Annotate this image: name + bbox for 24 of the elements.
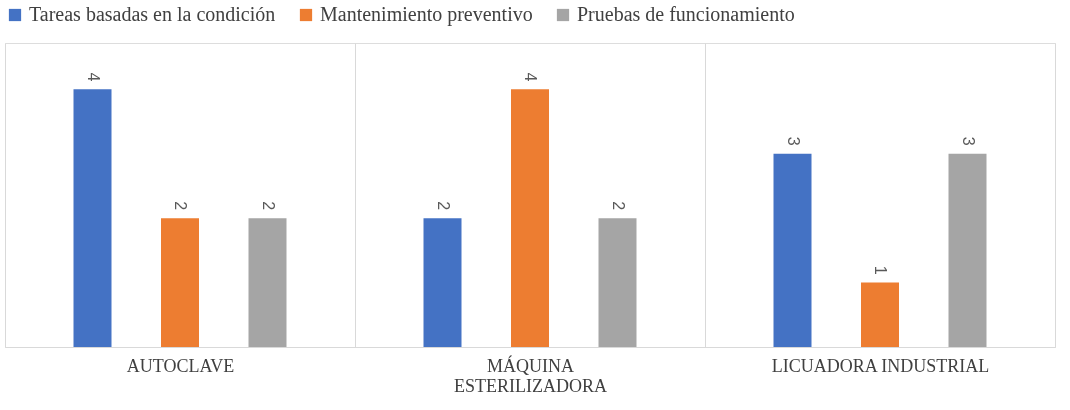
bar	[598, 218, 637, 347]
data-label: 2	[434, 201, 452, 211]
data-label: 4	[84, 72, 102, 82]
legend-label: Mantenimiento preventivo	[320, 3, 533, 26]
bar	[948, 153, 987, 347]
data-label: 2	[609, 201, 627, 211]
bar	[73, 89, 112, 347]
data-label: 2	[172, 201, 189, 211]
bar	[773, 153, 812, 347]
legend-label: Tareas basadas en la condición	[29, 3, 276, 25]
legend-label: Pruebas de funcionamiento	[577, 3, 795, 25]
bar	[511, 89, 549, 347]
data-label: 2	[259, 201, 277, 211]
data-label: 1	[872, 265, 889, 275]
x-tick-label: LICUADORA INDUSTRIAL	[771, 355, 990, 376]
data-label: 3	[959, 136, 977, 146]
bar	[423, 218, 462, 347]
bar	[161, 218, 199, 347]
bar	[861, 282, 899, 347]
data-label: 4	[522, 72, 539, 82]
bar	[248, 218, 287, 347]
x-tick-label: AUTOCLAVE	[126, 355, 235, 376]
x-tick-label: MÁQUINA ESTERILIZADORA	[454, 354, 607, 396]
data-label: 3	[784, 136, 802, 146]
